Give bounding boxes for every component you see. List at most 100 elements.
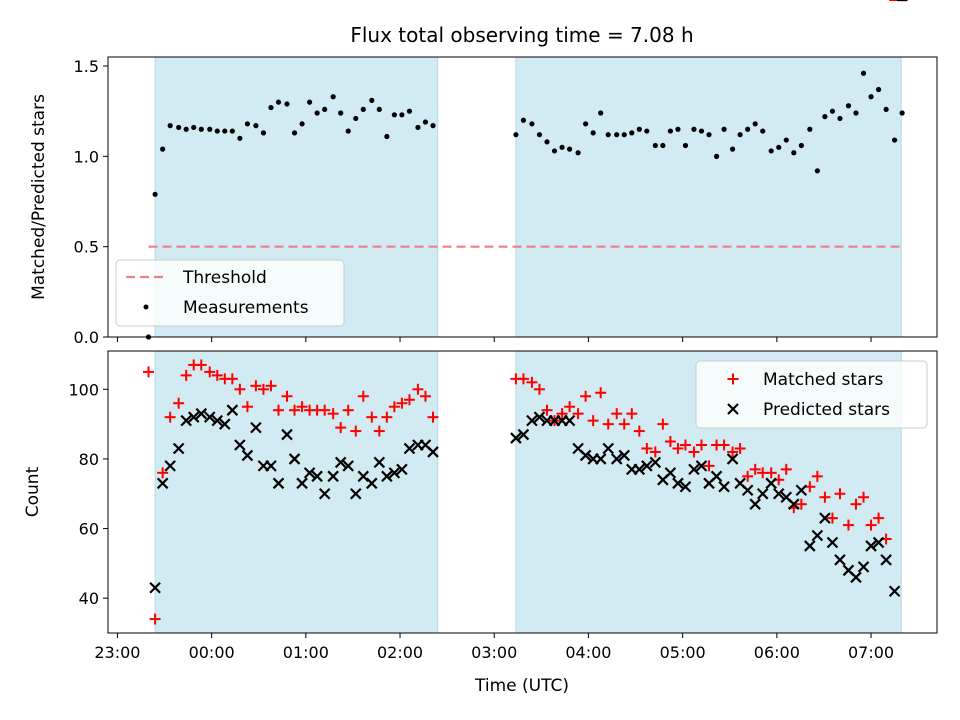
measurement-point <box>338 110 344 116</box>
x-tick-label: 02:00 <box>377 643 423 662</box>
predicted-stars-point <box>765 477 777 490</box>
legend-predicted-swatch <box>727 403 739 415</box>
legend-measurements-swatch <box>143 304 149 310</box>
predicted-stars-points <box>149 0 908 598</box>
matched-stars-point <box>718 439 730 451</box>
x-tick-label: 01:00 <box>283 643 329 662</box>
matched-stars-point <box>595 387 607 399</box>
predicted-stars-point <box>180 414 192 427</box>
matched-stars-point <box>865 519 877 531</box>
matched-stars-point <box>611 408 623 420</box>
matched-stars-point <box>580 390 592 402</box>
matched-stars-point <box>742 470 754 482</box>
predicted-stars-point <box>296 477 308 490</box>
measurement-point <box>721 126 727 132</box>
measurement-point <box>605 132 611 138</box>
top-y-tick-label: 0.0 <box>74 328 99 347</box>
matched-stars-point <box>211 369 223 381</box>
matched-stars-point <box>641 442 653 454</box>
measurement-point <box>183 126 189 132</box>
matched-stars-point <box>241 401 253 413</box>
predicted-stars-point <box>602 442 615 455</box>
measurement-point <box>198 126 204 132</box>
matched-stars-point <box>427 411 439 423</box>
measurement-point <box>691 126 697 132</box>
measurement-point <box>214 128 220 134</box>
measurement-point <box>629 130 635 136</box>
matched-stars-point <box>834 488 846 500</box>
predicted-stars-point <box>865 540 877 552</box>
measurement-point <box>284 101 290 107</box>
measurement-point <box>268 104 274 111</box>
measurement-point <box>291 130 298 136</box>
measurement-point <box>583 121 589 127</box>
measurement-point <box>768 148 774 154</box>
measurement-point <box>783 137 789 143</box>
measurement-point <box>791 150 797 156</box>
predicted-stars-point <box>749 498 761 510</box>
predicted-stars-point <box>388 467 401 479</box>
measurement-point <box>713 153 720 159</box>
measurement-point <box>837 115 843 122</box>
legend-measurements-label: Measurements <box>183 298 309 318</box>
matched-stars-point <box>195 359 207 371</box>
measurement-point <box>845 103 852 109</box>
measurement-point <box>760 128 766 134</box>
measurement-points <box>145 70 905 340</box>
matched-stars-point <box>765 467 777 479</box>
top-y-tick-label: 1.5 <box>74 57 99 76</box>
measurement-point <box>636 126 642 132</box>
bottom-y-tick-label: 80 <box>79 450 99 469</box>
measurement-point <box>899 110 905 116</box>
matched-stars-point <box>289 404 301 416</box>
matched-stars-point <box>842 519 854 531</box>
measurement-point <box>360 106 366 112</box>
matched-stars-point <box>273 404 285 416</box>
predicted-stars-point <box>172 442 185 455</box>
predicted-stars-point <box>373 456 386 469</box>
bottom-panel: 40 60 80 100 23:00 00:00 01:00 02:00 03:00 04:00… <box>23 0 938 696</box>
measurement-point <box>875 86 882 93</box>
matched-stars-point <box>664 436 676 448</box>
predicted-stars-point <box>342 460 354 472</box>
predicted-stars-point <box>526 414 538 427</box>
measurement-point <box>621 132 627 138</box>
predicted-stars-point <box>203 411 216 423</box>
matched-stars-point <box>657 418 669 430</box>
x-tick-label: 05:00 <box>660 643 706 662</box>
predicted-stars-point <box>195 407 208 420</box>
measurement-point <box>544 139 550 145</box>
legend-matched-label: Matched stars <box>763 370 883 390</box>
matched-stars-point <box>204 366 216 378</box>
predicted-stars-point <box>688 463 700 476</box>
bottom-y-axis-title: Count <box>23 466 43 517</box>
matched-stars-point <box>649 446 661 458</box>
top-y-tick-label: 1.0 <box>74 147 99 166</box>
bottom-x-axis: 23:00 00:00 01:00 02:00 03:00 04:00 05:00 06:00… <box>94 633 894 662</box>
top-x-ticks <box>116 337 872 342</box>
top-axes-frame <box>107 56 938 338</box>
matched-stars-point <box>858 491 870 503</box>
matched-stars-point <box>366 411 378 423</box>
predicted-stars-point <box>288 453 301 465</box>
matched-stars-point <box>517 373 529 385</box>
predicted-stars-point <box>579 449 592 462</box>
measurement-point <box>551 148 558 154</box>
measurement-point <box>160 146 166 152</box>
matched-stars-point <box>873 512 885 524</box>
predicted-stars-point <box>804 540 816 552</box>
predicted-stars-point <box>327 470 339 483</box>
predicted-stars-point <box>811 529 824 542</box>
matched-stars-point <box>234 383 246 395</box>
legend-matched-marker <box>727 373 739 385</box>
measurement-point <box>306 99 313 105</box>
top-y-tick-label: 0.5 <box>74 238 99 257</box>
measurement-point <box>860 70 867 76</box>
x-tick-label: 07:00 <box>848 643 894 662</box>
predicted-stars-point <box>250 421 262 434</box>
measurement-point <box>822 114 828 120</box>
measurement-point <box>590 130 596 136</box>
measurement-point <box>229 128 235 134</box>
measurement-point <box>191 124 197 131</box>
predicted-stars-point <box>710 470 723 483</box>
